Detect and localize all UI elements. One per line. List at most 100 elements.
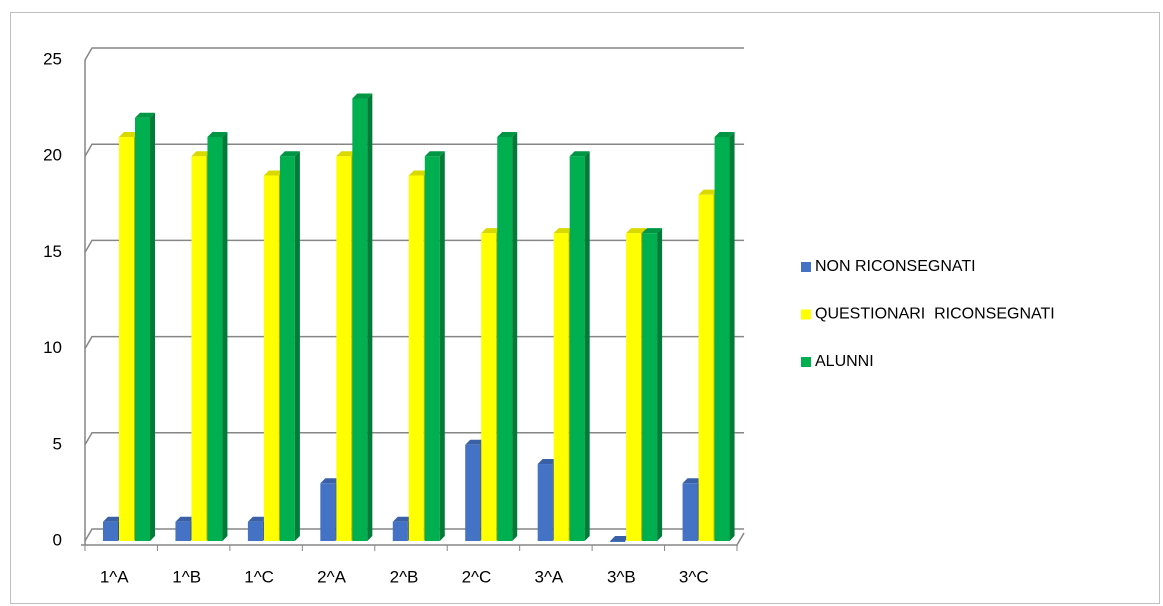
- y-tick-label: 5: [53, 434, 62, 453]
- bar-front: [497, 136, 513, 541]
- bar-top: [465, 439, 486, 445]
- bar-front: [320, 483, 336, 541]
- bar-front: [191, 156, 207, 541]
- x-tick-label: 2^B: [390, 567, 419, 586]
- bar: [642, 228, 663, 541]
- bar-top: [279, 151, 300, 157]
- grid-line: [84, 239, 744, 253]
- bar-top: [424, 151, 445, 157]
- y-tick-label: 20: [43, 146, 62, 165]
- bar-top: [610, 536, 631, 541]
- x-tick-label: 1^B: [172, 567, 201, 586]
- x-tick-label: 1^C: [244, 567, 274, 586]
- bar-side: [222, 131, 228, 541]
- x-tick-label: 2^A: [317, 567, 346, 586]
- bar-front: [537, 464, 553, 541]
- bar-front: [207, 136, 223, 541]
- bar-top: [263, 170, 284, 176]
- bar-top: [135, 112, 155, 118]
- bar-front: [119, 136, 134, 541]
- bar-top: [569, 151, 590, 157]
- bar-front: [465, 444, 481, 541]
- bar-top: [537, 459, 558, 465]
- bar-front: [103, 521, 118, 541]
- bar-top: [352, 93, 373, 99]
- bar-front: [408, 175, 424, 541]
- bar-side: [367, 93, 373, 541]
- bar-top: [626, 228, 647, 234]
- bar-top: [336, 151, 357, 157]
- grid-line: [84, 143, 744, 157]
- bar: [135, 112, 155, 541]
- bar-top: [103, 516, 123, 522]
- bar-top: [392, 516, 413, 522]
- grid-line: [84, 335, 744, 349]
- x-tick-label: 2^C: [462, 567, 492, 586]
- grid-line: [84, 528, 744, 542]
- bar-front: [569, 156, 585, 541]
- x-tick-label: 1^A: [100, 567, 129, 586]
- bar-front: [553, 233, 569, 541]
- bar-front: [336, 156, 352, 541]
- bar-front: [626, 233, 642, 541]
- bar-front: [698, 194, 714, 541]
- legend-label: NON RICONSEGNATI: [815, 258, 976, 275]
- bar-front: [481, 233, 497, 541]
- bar-top: [553, 228, 574, 234]
- bar-front: [392, 521, 408, 541]
- bar: [569, 151, 590, 541]
- bar-top: [207, 131, 228, 137]
- bar-front: [642, 233, 658, 541]
- bar-front: [279, 156, 295, 541]
- bar-front: [135, 117, 150, 541]
- bar-top: [191, 151, 212, 157]
- bar: [610, 536, 631, 542]
- legend-swatch: [801, 262, 811, 272]
- bar-top: [481, 228, 502, 234]
- bar-front: [610, 541, 626, 542]
- legend-swatch: [801, 357, 811, 367]
- bar-top: [682, 478, 703, 484]
- bar-top: [497, 131, 518, 137]
- legend-label: ALUNNI: [815, 353, 874, 370]
- bar-side: [294, 151, 300, 541]
- grid-line: [84, 432, 744, 446]
- bar-top: [119, 131, 139, 137]
- bar-front: [175, 521, 191, 541]
- bar-front: [263, 175, 279, 541]
- bar-top: [698, 189, 719, 195]
- y-tick-label: 15: [43, 242, 62, 261]
- bar: [497, 131, 518, 541]
- legend-label: QUESTIONARI RICONSEGNATI: [815, 306, 1055, 323]
- bar-side: [657, 228, 663, 541]
- x-axis: [81, 532, 745, 546]
- bar-front: [247, 521, 263, 541]
- bar: [714, 131, 735, 541]
- bar-side: [439, 151, 445, 541]
- grid-line: [84, 47, 744, 61]
- bar-top: [642, 228, 663, 234]
- bar-side: [512, 131, 518, 541]
- bar-front: [424, 156, 440, 541]
- x-tick-label: 3^C: [679, 567, 709, 586]
- x-tick-label: 3^A: [534, 567, 563, 586]
- bar-side: [584, 151, 590, 541]
- bar: [207, 131, 228, 541]
- bar-top: [247, 516, 268, 522]
- bar-front: [714, 136, 730, 541]
- bar: [279, 151, 300, 541]
- bar-side: [150, 112, 155, 541]
- bar-top: [714, 131, 735, 137]
- bar-top: [320, 478, 341, 484]
- y-tick-label: 0: [53, 530, 62, 549]
- bar-front: [352, 98, 368, 541]
- bar-top: [408, 170, 429, 176]
- bar-top: [175, 516, 196, 522]
- bar: [352, 93, 373, 541]
- y-tick-label: 25: [43, 49, 62, 68]
- bar: [424, 151, 445, 541]
- y-tick-label: 10: [43, 338, 62, 357]
- x-tick-label: 3^B: [607, 567, 636, 586]
- bar-front: [682, 483, 698, 541]
